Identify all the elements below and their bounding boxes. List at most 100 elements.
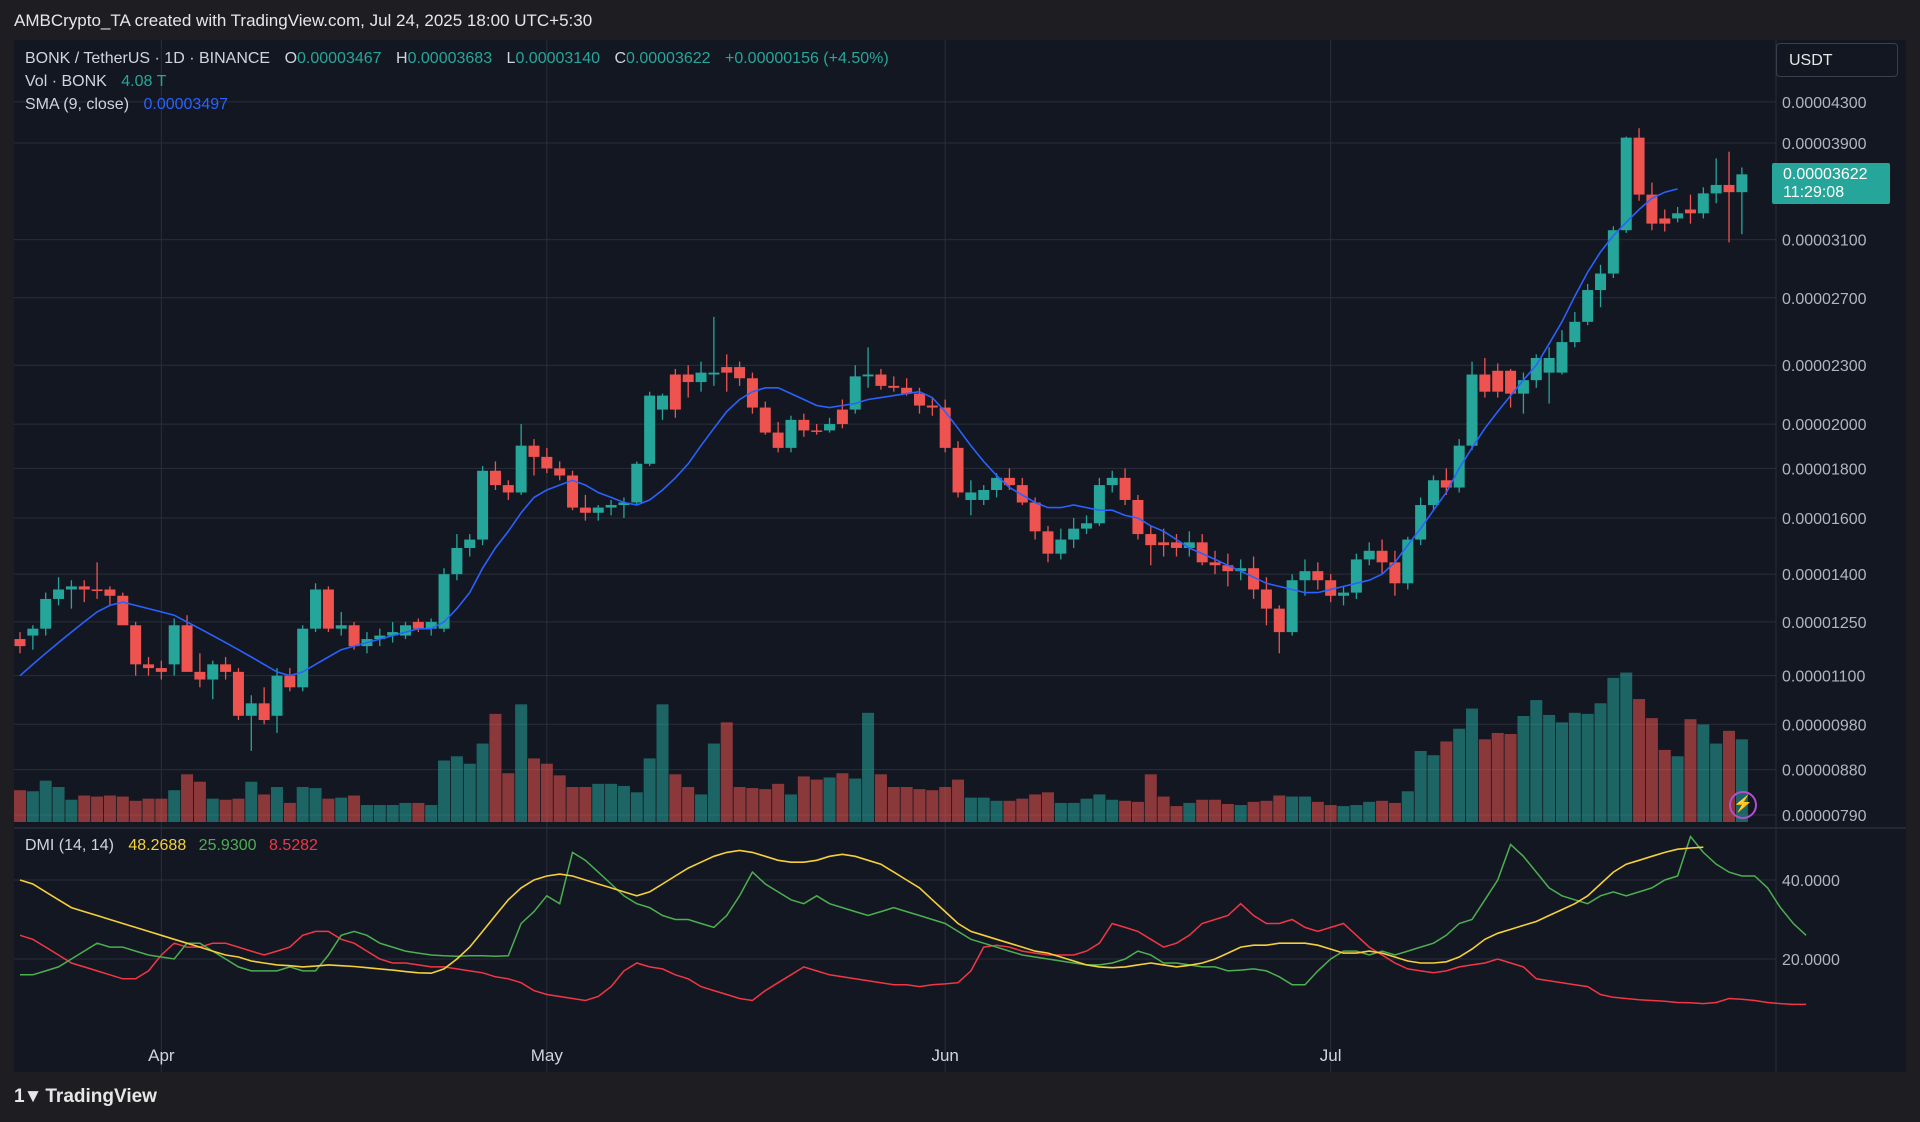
candle-body — [978, 489, 990, 500]
candle-body — [1466, 374, 1478, 446]
adx-line — [19, 846, 1704, 975]
candle-body — [631, 463, 643, 503]
candle-body — [40, 598, 52, 629]
candle-body — [27, 628, 39, 636]
candle-body — [1183, 542, 1195, 548]
candle-body — [438, 574, 450, 629]
volume-bar — [823, 777, 836, 822]
candle-body — [1389, 562, 1401, 584]
candle-body — [682, 374, 694, 383]
candle-body — [1569, 321, 1581, 343]
price-tick-label: 0.00004300 — [1782, 95, 1867, 112]
high-value: 0.00003683 — [407, 50, 493, 67]
symbol-label[interactable]: BONK / TetherUS · 1D · BINANCE — [25, 50, 271, 67]
volume-label[interactable]: Vol · BONK — [25, 73, 107, 90]
volume-bar — [849, 778, 862, 822]
volume-bar — [206, 798, 219, 822]
volume-bar — [720, 722, 733, 822]
candle-body — [695, 372, 707, 383]
volume-bar — [1298, 796, 1311, 822]
volume-bar — [1093, 794, 1106, 822]
volume-bar — [373, 805, 386, 822]
price-tick-label: 0.00001600 — [1782, 511, 1867, 528]
volume-bar — [26, 791, 39, 822]
candle-body — [78, 586, 90, 590]
volume-bar — [65, 799, 78, 822]
volume-bar — [489, 713, 502, 822]
volume-bar — [1440, 741, 1453, 822]
volume-value: 4.08 T — [121, 73, 167, 90]
volume-bar — [1363, 801, 1376, 822]
candle-body — [656, 395, 668, 410]
close-value: 0.00003622 — [626, 50, 711, 67]
volume-bar — [707, 743, 720, 822]
candle-body — [528, 445, 540, 457]
candle-body — [849, 376, 861, 410]
candle-body — [1286, 580, 1298, 633]
price-tick-label: 0.00003100 — [1782, 233, 1867, 250]
volume-bar — [1427, 755, 1440, 822]
price-tick-label: 0.00000980 — [1782, 717, 1867, 734]
volume-bar — [1414, 750, 1427, 822]
candle-body — [335, 625, 347, 629]
candle-body — [1068, 528, 1080, 540]
candle-body — [220, 664, 232, 672]
candle-body — [901, 387, 913, 394]
time-tick-label: Jul — [1320, 1046, 1342, 1065]
dmi-label[interactable]: DMI (14, 14) — [25, 837, 114, 854]
candle-body — [1260, 589, 1272, 609]
volume-bar — [399, 802, 412, 822]
candle-body — [130, 625, 142, 665]
volume-bar — [1478, 739, 1491, 822]
volume-bar — [463, 763, 476, 822]
candle-body — [1723, 184, 1735, 193]
tradingview-logo[interactable]: 1▼ TradingView — [14, 1086, 157, 1108]
candle-body — [1209, 562, 1221, 566]
candle-body — [1697, 193, 1709, 214]
candle-body — [1582, 290, 1594, 322]
volume-bar — [1658, 749, 1671, 822]
candle-body — [489, 470, 501, 486]
candle-body — [1453, 445, 1465, 488]
candle-body — [1363, 550, 1375, 560]
volume-bar — [913, 789, 926, 822]
candle-body — [1248, 568, 1260, 590]
candle-body — [579, 507, 591, 513]
price-tick-label: 0.00000880 — [1782, 763, 1867, 780]
volume-bar — [450, 756, 463, 822]
candle-body — [721, 367, 733, 373]
volume-bar — [1003, 800, 1016, 822]
lightning-icon[interactable]: ⚡ — [1729, 791, 1757, 819]
candle-body — [926, 405, 938, 408]
candle-body — [1312, 571, 1324, 581]
candle-body — [1273, 608, 1285, 633]
volume-bar — [605, 783, 618, 822]
chart-caption: AMBCrypto_TA created with TradingView.co… — [14, 11, 593, 30]
candle-body — [387, 632, 399, 636]
low-label: L — [506, 50, 516, 67]
candle-body — [451, 547, 463, 575]
volume-bar — [425, 805, 438, 822]
volume-bar — [348, 795, 361, 822]
volume-bar — [476, 743, 489, 822]
candle-body — [644, 395, 656, 464]
candle-body — [541, 456, 553, 469]
candle-body — [824, 424, 836, 431]
candle-body — [1556, 342, 1568, 373]
volume-bar — [1054, 802, 1067, 822]
candle-body — [1620, 137, 1632, 231]
minus-di-line — [19, 902, 1807, 1006]
candle-body — [464, 539, 476, 548]
volume-bar — [270, 787, 283, 822]
candle-body — [875, 374, 887, 386]
low-value: 0.00003140 — [515, 50, 600, 67]
volume-bar — [1504, 734, 1517, 822]
candle-body — [1710, 184, 1722, 194]
candle-body — [502, 485, 514, 493]
currency-button[interactable]: USDT — [1776, 43, 1898, 77]
volume-bar — [1221, 803, 1234, 822]
candle-body — [811, 430, 823, 432]
sma-label[interactable]: SMA (9, close) — [25, 96, 130, 113]
close-label: C — [614, 50, 626, 67]
